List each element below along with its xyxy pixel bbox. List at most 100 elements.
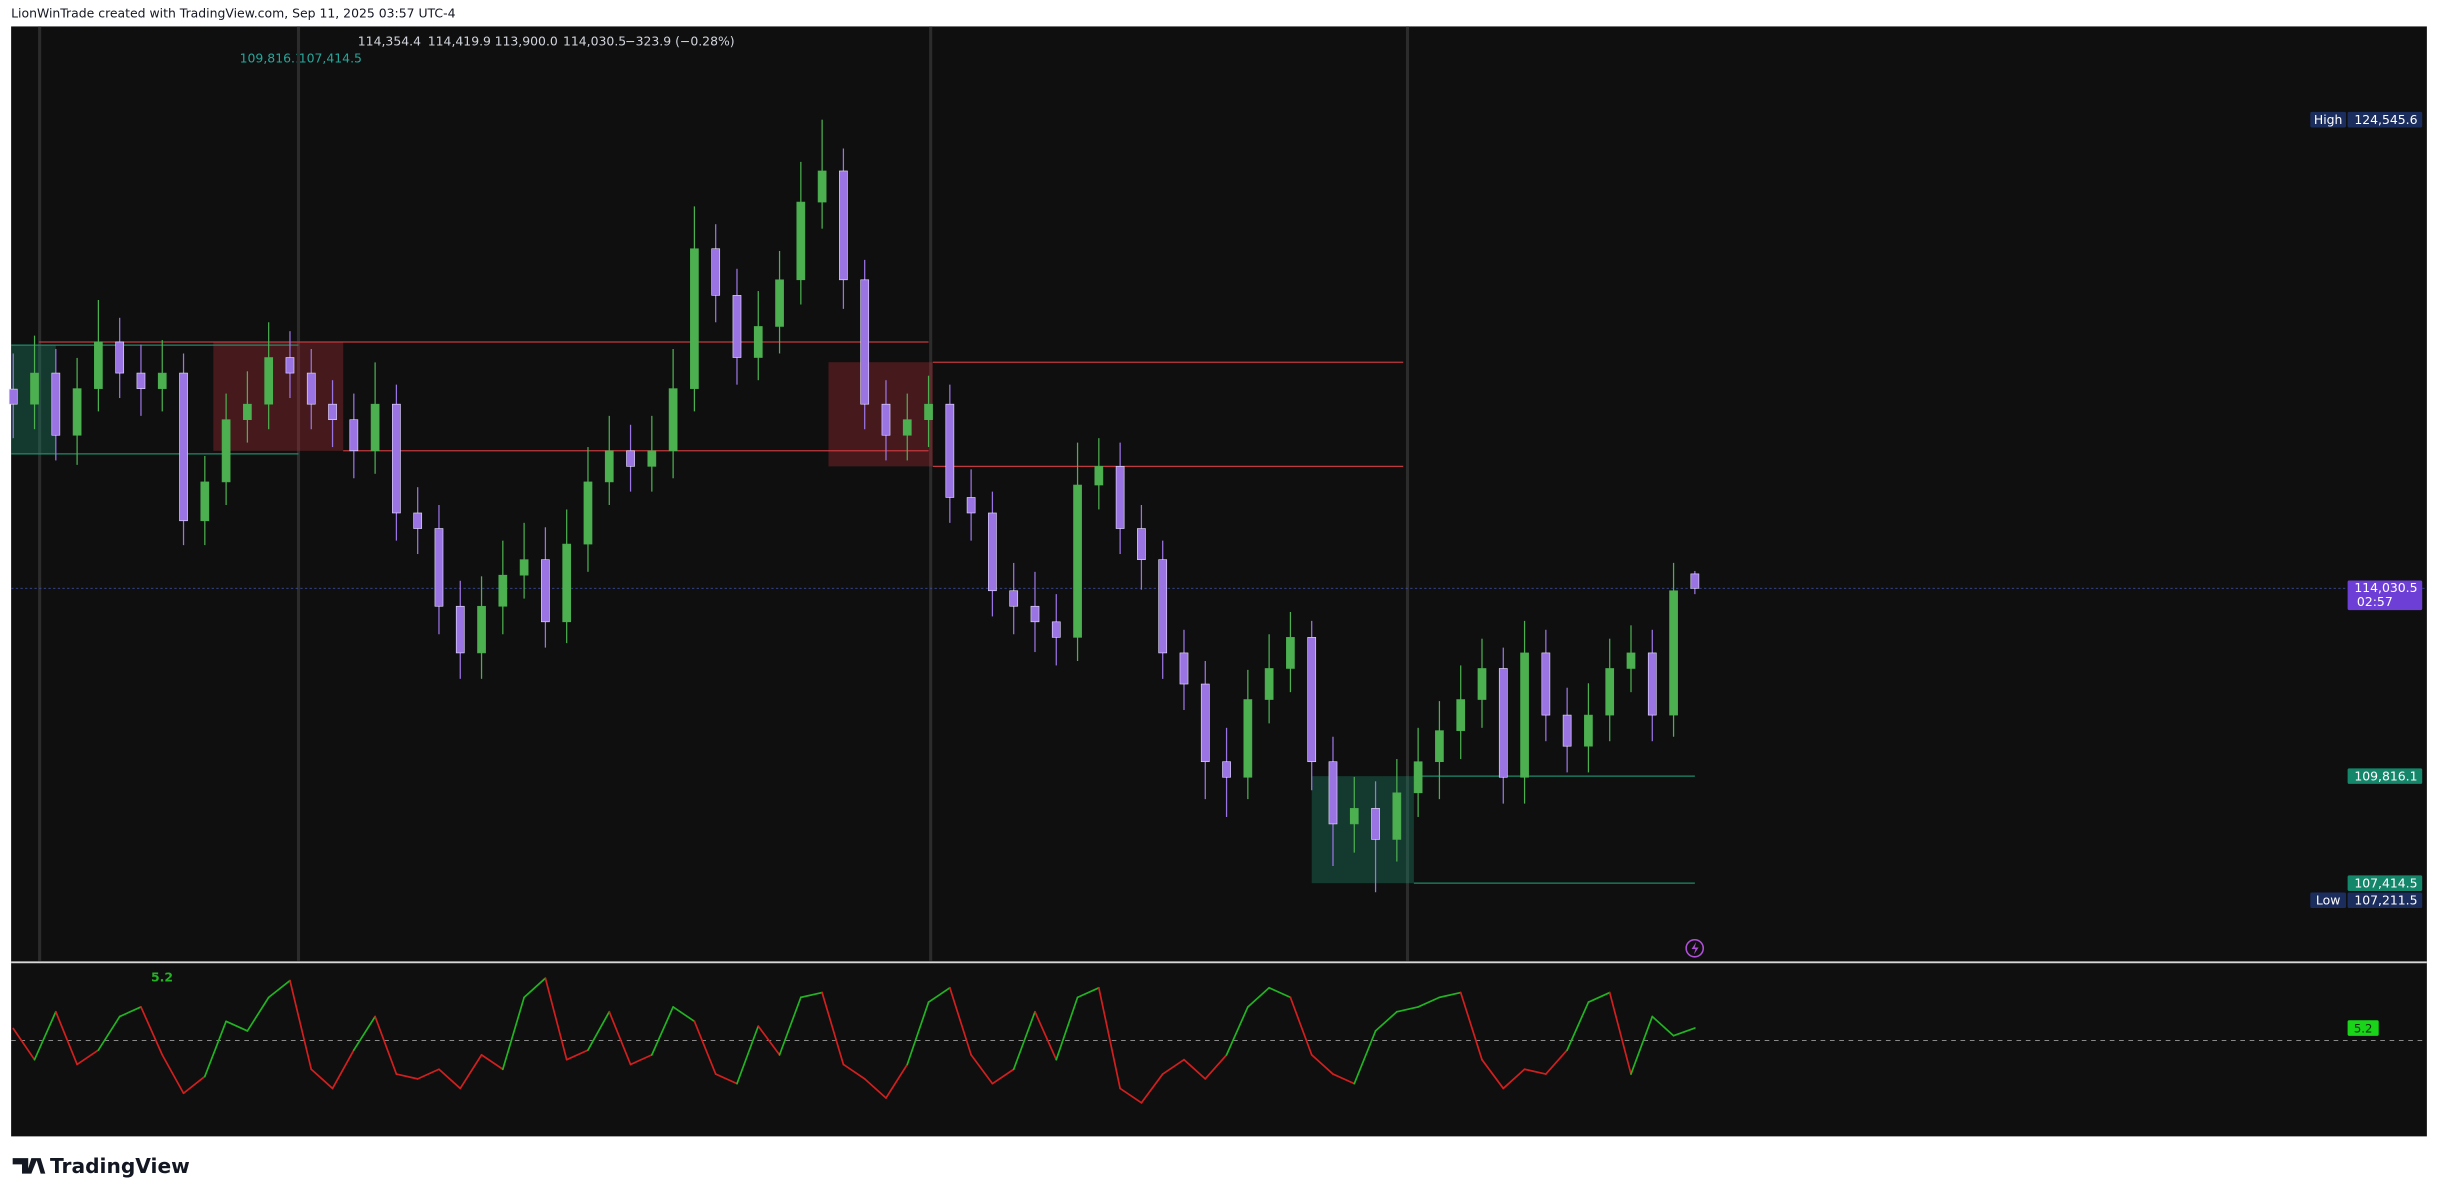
- oscillator-segment: [1140, 1073, 1164, 1104]
- oscillator-segment: [672, 1006, 696, 1023]
- candle-body: [966, 497, 976, 514]
- ohlc-value: 114,354.4: [358, 33, 421, 48]
- oscillator-segment: [906, 1001, 930, 1066]
- candle-body: [51, 372, 61, 436]
- oscillator-segment: [608, 1010, 632, 1066]
- candle-body: [200, 481, 210, 522]
- candle-body: [775, 279, 784, 327]
- alert-circle[interactable]: [1685, 938, 1705, 958]
- oscillator-segment: [1544, 1049, 1568, 1075]
- candle-body: [8, 388, 18, 405]
- candle-body: [881, 403, 891, 436]
- oscillator-segment: [629, 1054, 653, 1066]
- oscillator-segment: [140, 1006, 164, 1056]
- candle-body: [1264, 668, 1274, 700]
- oscillator-segment: [885, 1063, 909, 1099]
- candle-body: [349, 419, 359, 452]
- alert-icon[interactable]: [1685, 938, 1705, 958]
- oscillator-segment: [693, 1020, 717, 1075]
- oscillator-segment: [54, 1010, 78, 1066]
- candle-body: [1435, 730, 1444, 763]
- candle-body: [924, 403, 933, 421]
- candle-body: [264, 357, 274, 405]
- candle-body: [306, 372, 316, 405]
- alert-bolt[interactable]: [1691, 942, 1699, 955]
- oscillator-segment: [395, 1073, 419, 1080]
- price-marker: [2347, 892, 2423, 909]
- price-label: 107,414.5: [2354, 875, 2417, 890]
- candle-body: [626, 450, 635, 467]
- oscillator-segment: [12, 1027, 36, 1061]
- oscillator-segment: [480, 1054, 504, 1071]
- candle-body: [668, 388, 678, 452]
- brand: TradingView: [50, 1154, 190, 1178]
- oscillator-segment: [991, 1068, 1015, 1085]
- candle-body: [1584, 714, 1593, 747]
- candle-body: [179, 372, 188, 522]
- oscillator-segment: [948, 986, 972, 1056]
- oscillator-segment: [1672, 1027, 1696, 1037]
- oscillator-legend: 5.2: [151, 969, 173, 984]
- zone: [213, 341, 344, 451]
- oscillator-segment: [1630, 1015, 1654, 1075]
- oscillator-segment: [1332, 1073, 1356, 1085]
- candle-body: [1349, 808, 1359, 825]
- candle-body: [1647, 652, 1657, 716]
- candle-body: [1073, 484, 1082, 638]
- candle-body: [839, 170, 848, 281]
- oscillator-segment: [438, 1068, 462, 1090]
- oscillator-segment: [1353, 1030, 1377, 1085]
- candle-body: [541, 559, 550, 623]
- ohlc-value: −323.9 (−0.28%): [625, 33, 734, 48]
- oscillator-segment: [1502, 1068, 1526, 1090]
- candle-body: [1307, 637, 1317, 763]
- candle-body: [477, 605, 486, 654]
- oscillator-segment: [182, 1075, 206, 1095]
- candle-body: [647, 450, 657, 467]
- candle-body: [583, 481, 593, 545]
- candle-body: [519, 559, 529, 576]
- candle-body: [1562, 714, 1572, 747]
- price-label: 114,030.5: [2354, 580, 2417, 595]
- oscillator-segment: [33, 1010, 57, 1061]
- oscillator-segment: [374, 1015, 398, 1075]
- price-tag: [2310, 892, 2347, 909]
- oscillator-segment: [416, 1068, 440, 1080]
- oscillator-segment: [863, 1077, 887, 1099]
- oscillator-segment: [1459, 991, 1483, 1061]
- candle-body: [1222, 761, 1231, 778]
- oscillator-segment: [1395, 1006, 1419, 1013]
- logo: TradingView: [12, 1154, 190, 1178]
- oscillator-segment: [352, 1015, 376, 1051]
- candle-body: [1520, 652, 1529, 778]
- oscillator-segment: [1587, 991, 1611, 1004]
- price-marker: [2347, 580, 2423, 611]
- candle-body: [1669, 590, 1678, 716]
- oscillator-segment: [757, 1025, 781, 1056]
- oscillator-segment: [565, 1049, 589, 1061]
- oscillator-segment: [799, 991, 823, 999]
- oscillator-segment: [225, 1020, 249, 1032]
- oscillator-segment: [1438, 991, 1462, 999]
- candle-body: [243, 403, 252, 421]
- oscillator-segment: [1119, 1087, 1143, 1104]
- oscillator-segment: [118, 1006, 142, 1018]
- oscillator-segment: [1481, 1058, 1505, 1090]
- candle-body: [753, 326, 763, 358]
- candle-body: [945, 403, 955, 498]
- ohlc-value: 113,900.0: [495, 33, 558, 48]
- candle-body: [1690, 573, 1700, 589]
- price-label: 107,211.5: [2354, 893, 2417, 908]
- candle-body: [1498, 668, 1508, 778]
- candle-body: [1030, 605, 1040, 623]
- candle-body: [1009, 590, 1019, 607]
- candle-body: [94, 341, 103, 389]
- oscillator-segment: [842, 1063, 866, 1080]
- oscillator-segment: [1076, 986, 1100, 999]
- zone: [828, 362, 933, 467]
- candle-body: [1477, 668, 1487, 700]
- oscillator-segment: [927, 986, 951, 1004]
- credit: LionWinTrade created with TradingView.co…: [11, 5, 455, 20]
- candle-body: [1137, 528, 1146, 560]
